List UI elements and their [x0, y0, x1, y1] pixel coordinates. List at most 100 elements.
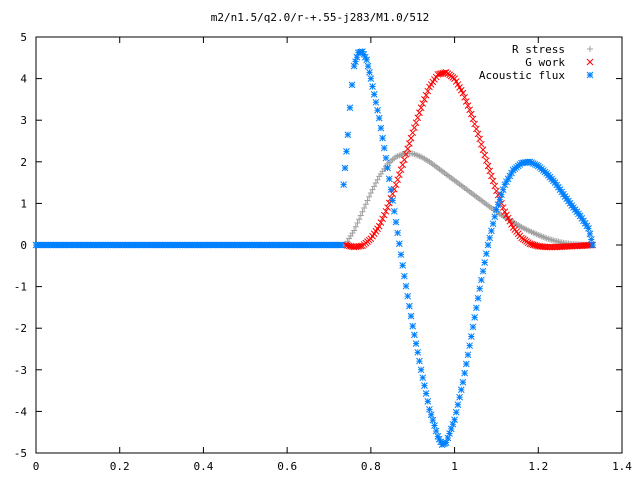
data-point: [504, 175, 512, 183]
data-point: [409, 129, 417, 137]
data-point: [364, 62, 372, 70]
data-point: [481, 259, 489, 266]
data-point: [369, 83, 376, 90]
data-point: [479, 267, 487, 275]
data-point: [394, 229, 401, 237]
data-point: [529, 160, 537, 167]
data-point: [456, 393, 463, 401]
data-point: [589, 241, 597, 249]
data-point: [346, 104, 354, 112]
data-point: [451, 416, 458, 424]
data-point: [411, 124, 418, 132]
data-point: [472, 125, 480, 133]
data-point: [454, 401, 462, 409]
data-point: [576, 212, 584, 220]
data-point: [499, 186, 507, 194]
data-series: [32, 48, 597, 449]
data-point: [424, 87, 432, 95]
data-point: [474, 294, 482, 302]
data-point: [412, 119, 420, 127]
data-point: [471, 314, 479, 321]
data-point: [491, 182, 499, 190]
x-tick-label: 0.6: [277, 460, 297, 473]
data-point: [483, 250, 490, 258]
data-point: [531, 160, 539, 168]
data-point: [491, 213, 499, 221]
data-point: [583, 222, 591, 230]
data-point: [384, 164, 391, 172]
y-tick-label: -3: [14, 364, 27, 377]
data-point: [467, 110, 475, 118]
data-point: [359, 48, 366, 55]
data-point: [498, 191, 505, 199]
y-tick-label: 4: [20, 73, 27, 86]
data-point: [395, 240, 403, 248]
data-point: [466, 342, 473, 350]
data-point: [506, 217, 514, 225]
data-point: [370, 91, 378, 98]
data-point: [586, 230, 594, 238]
data-point: [421, 382, 428, 389]
data-point: [389, 197, 396, 204]
data-point: [504, 214, 512, 222]
data-point: [361, 204, 368, 211]
data-point: [399, 161, 407, 169]
data-point: [580, 217, 587, 225]
data-point: [493, 187, 500, 195]
legend-marker: [586, 71, 594, 79]
data-point: [578, 215, 586, 222]
data-point: [367, 75, 375, 82]
data-point: [361, 53, 369, 61]
data-point: [372, 180, 379, 187]
data-point: [459, 89, 467, 97]
data-point: [404, 292, 412, 300]
y-tick-label: 0: [20, 239, 27, 252]
data-point: [469, 323, 477, 331]
x-tick-label: 0.4: [193, 460, 213, 473]
data-point: [422, 390, 430, 397]
data-point: [449, 420, 457, 428]
data-point: [452, 408, 460, 416]
data-point: [442, 439, 450, 446]
data-point: [353, 53, 361, 61]
data-point: [400, 156, 408, 164]
y-tick-label: 2: [20, 156, 27, 169]
x-tick-label: 1.4: [612, 460, 632, 473]
data-point: [474, 130, 482, 138]
data-point: [367, 190, 374, 196]
data-point: [362, 201, 369, 208]
y-tick-label: -5: [14, 447, 27, 460]
data-point: [382, 207, 390, 215]
data-point: [354, 219, 361, 226]
data-point: [484, 241, 492, 249]
x-tick-label: 0.8: [361, 460, 381, 473]
data-point: [494, 201, 502, 209]
data-point: [394, 176, 401, 184]
legend-label: Acoustic flux: [479, 69, 565, 82]
data-point: [483, 157, 490, 164]
data-point: [380, 144, 388, 152]
data-point: [424, 398, 432, 405]
y-tick-label: -2: [14, 322, 27, 335]
data-point: [350, 62, 358, 70]
data-point: [479, 146, 487, 154]
data-point: [422, 91, 430, 99]
data-point: [338, 241, 345, 249]
y-tick-label: 5: [20, 31, 27, 44]
data-point: [426, 405, 433, 413]
data-point: [375, 222, 383, 230]
data-point: [486, 167, 494, 175]
data-point: [459, 378, 467, 386]
data-point: [369, 186, 376, 193]
data-point: [457, 386, 465, 394]
data-point: [395, 171, 403, 179]
data-point: [503, 178, 510, 186]
data-point: [341, 164, 349, 172]
data-point: [372, 98, 380, 106]
data-point: [488, 227, 495, 235]
data-point: [407, 134, 415, 142]
data-point: [356, 216, 363, 223]
data-point: [581, 220, 589, 227]
data-point: [406, 140, 413, 147]
data-point: [435, 435, 443, 443]
